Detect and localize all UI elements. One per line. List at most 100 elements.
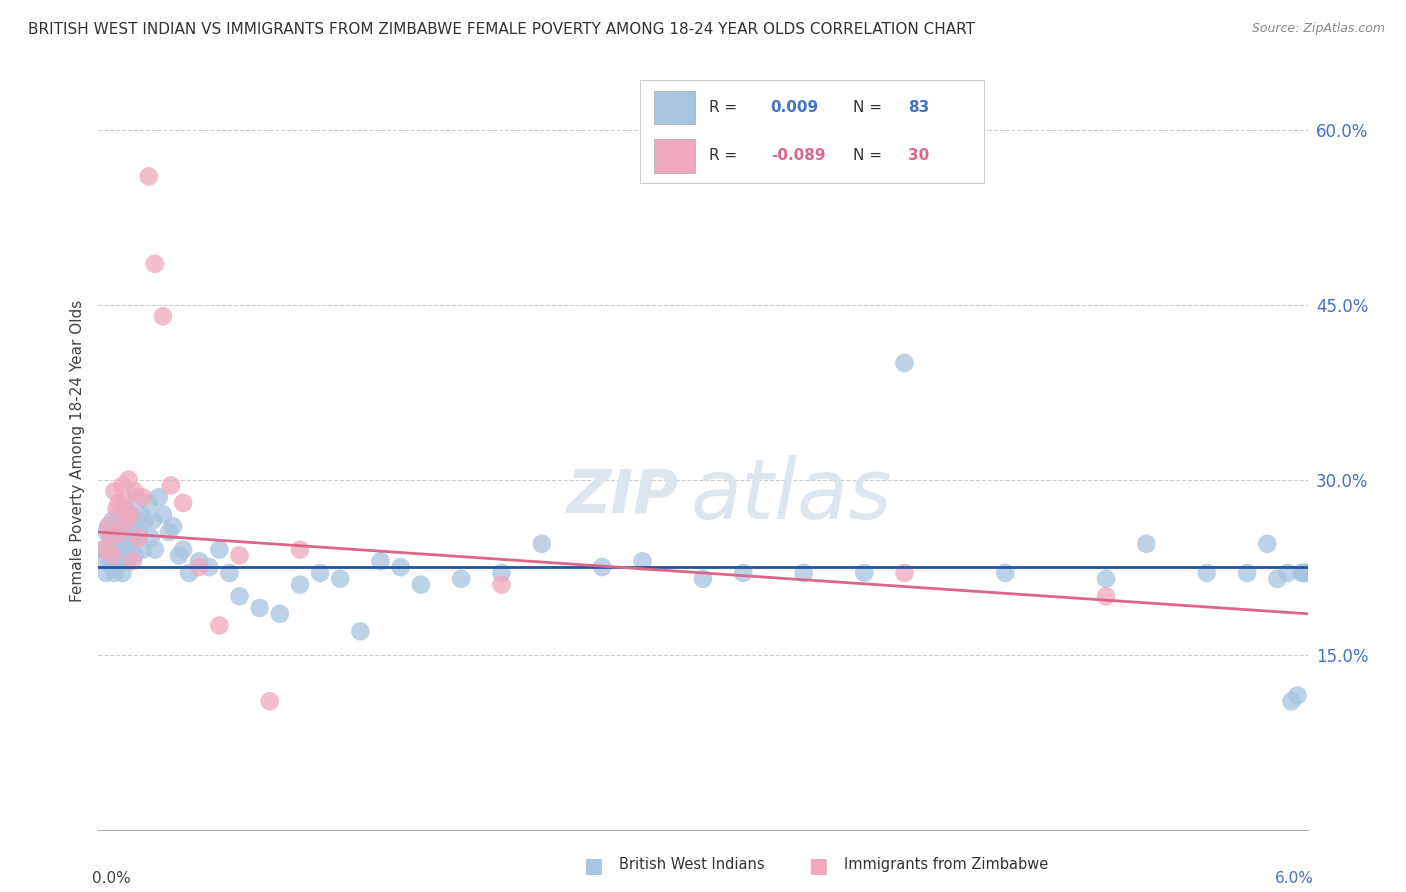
Point xyxy=(139,531,162,545)
Point xyxy=(110,525,132,540)
Point xyxy=(228,549,250,563)
Point xyxy=(143,257,166,271)
Point xyxy=(118,537,141,551)
Point xyxy=(157,525,180,540)
Point xyxy=(103,484,125,499)
Point xyxy=(118,513,141,527)
Point xyxy=(115,531,138,545)
Point xyxy=(96,525,118,540)
Point xyxy=(692,572,714,586)
Text: N =: N = xyxy=(853,101,883,115)
Point xyxy=(162,519,184,533)
Point xyxy=(111,566,134,580)
Text: R =: R = xyxy=(709,148,737,162)
Text: R =: R = xyxy=(709,101,737,115)
Point xyxy=(110,554,132,568)
Point xyxy=(96,566,118,580)
Point xyxy=(132,542,155,557)
Point xyxy=(1135,537,1157,551)
Point xyxy=(259,694,281,708)
Point xyxy=(97,519,120,533)
Point xyxy=(110,525,132,540)
Text: atlas: atlas xyxy=(690,456,893,536)
Point xyxy=(1291,566,1313,580)
Point xyxy=(111,519,134,533)
Point xyxy=(101,513,124,527)
Point xyxy=(138,169,160,184)
Point xyxy=(91,542,114,557)
Text: ■: ■ xyxy=(808,856,828,876)
Text: 83: 83 xyxy=(908,101,929,115)
Point xyxy=(160,478,183,492)
Point xyxy=(491,566,513,580)
Text: Source: ZipAtlas.com: Source: ZipAtlas.com xyxy=(1251,22,1385,36)
Point xyxy=(591,560,613,574)
Point xyxy=(134,513,156,527)
Point xyxy=(1277,566,1299,580)
Point xyxy=(101,560,124,574)
Point xyxy=(93,554,115,568)
Point xyxy=(138,496,160,510)
Point xyxy=(93,542,115,557)
Text: 6.0%: 6.0% xyxy=(1275,871,1313,887)
Point xyxy=(124,549,146,563)
Point xyxy=(1256,537,1278,551)
Text: 0.009: 0.009 xyxy=(770,101,818,115)
Point xyxy=(208,542,231,557)
Point xyxy=(103,542,125,557)
Point xyxy=(288,542,311,557)
Point xyxy=(111,478,134,492)
Point xyxy=(132,490,155,504)
Y-axis label: Female Poverty Among 18-24 Year Olds: Female Poverty Among 18-24 Year Olds xyxy=(69,300,84,601)
Point xyxy=(128,525,150,540)
Point xyxy=(97,519,120,533)
Point xyxy=(1295,566,1317,580)
Point xyxy=(143,542,166,557)
Point xyxy=(309,566,332,580)
Point xyxy=(329,572,352,586)
Point xyxy=(1195,566,1218,580)
Point xyxy=(148,490,170,504)
Point xyxy=(1095,589,1118,603)
Point xyxy=(107,537,129,551)
Point xyxy=(124,484,146,499)
Text: ■: ■ xyxy=(583,856,603,876)
Point xyxy=(1292,566,1315,580)
Text: Immigrants from Zimbabwe: Immigrants from Zimbabwe xyxy=(844,857,1047,872)
Point xyxy=(129,508,152,522)
Point xyxy=(450,572,472,586)
Text: 30: 30 xyxy=(908,148,929,162)
Point xyxy=(893,566,915,580)
Point xyxy=(179,566,201,580)
Point xyxy=(118,473,141,487)
Point xyxy=(114,542,136,557)
Point xyxy=(100,554,122,568)
Point xyxy=(120,508,142,522)
Point xyxy=(188,560,211,574)
Text: BRITISH WEST INDIAN VS IMMIGRANTS FROM ZIMBABWE FEMALE POVERTY AMONG 18-24 YEAR : BRITISH WEST INDIAN VS IMMIGRANTS FROM Z… xyxy=(28,22,976,37)
Bar xyxy=(654,139,695,173)
Point xyxy=(409,577,432,591)
Point xyxy=(994,566,1017,580)
Point xyxy=(218,566,240,580)
Point xyxy=(1286,689,1309,703)
Point xyxy=(370,554,392,568)
Point xyxy=(125,490,148,504)
Point xyxy=(1095,572,1118,586)
Point xyxy=(100,531,122,545)
Point xyxy=(152,310,174,324)
Point xyxy=(631,554,654,568)
Point xyxy=(793,566,815,580)
Point xyxy=(152,508,174,522)
Point xyxy=(107,508,129,522)
Point xyxy=(167,549,190,563)
Point xyxy=(172,496,194,510)
Point xyxy=(114,496,136,510)
Point xyxy=(120,508,142,522)
Point xyxy=(115,554,138,568)
Point xyxy=(389,560,412,574)
Point xyxy=(128,531,150,545)
Point xyxy=(121,531,143,545)
Point xyxy=(249,601,271,615)
Point xyxy=(188,554,211,568)
